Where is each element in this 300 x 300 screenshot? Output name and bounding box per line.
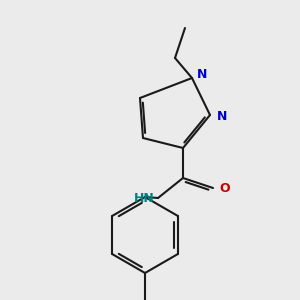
Text: HN: HN — [134, 191, 154, 205]
Text: N: N — [197, 68, 207, 80]
Text: N: N — [217, 110, 227, 124]
Text: O: O — [220, 182, 230, 194]
